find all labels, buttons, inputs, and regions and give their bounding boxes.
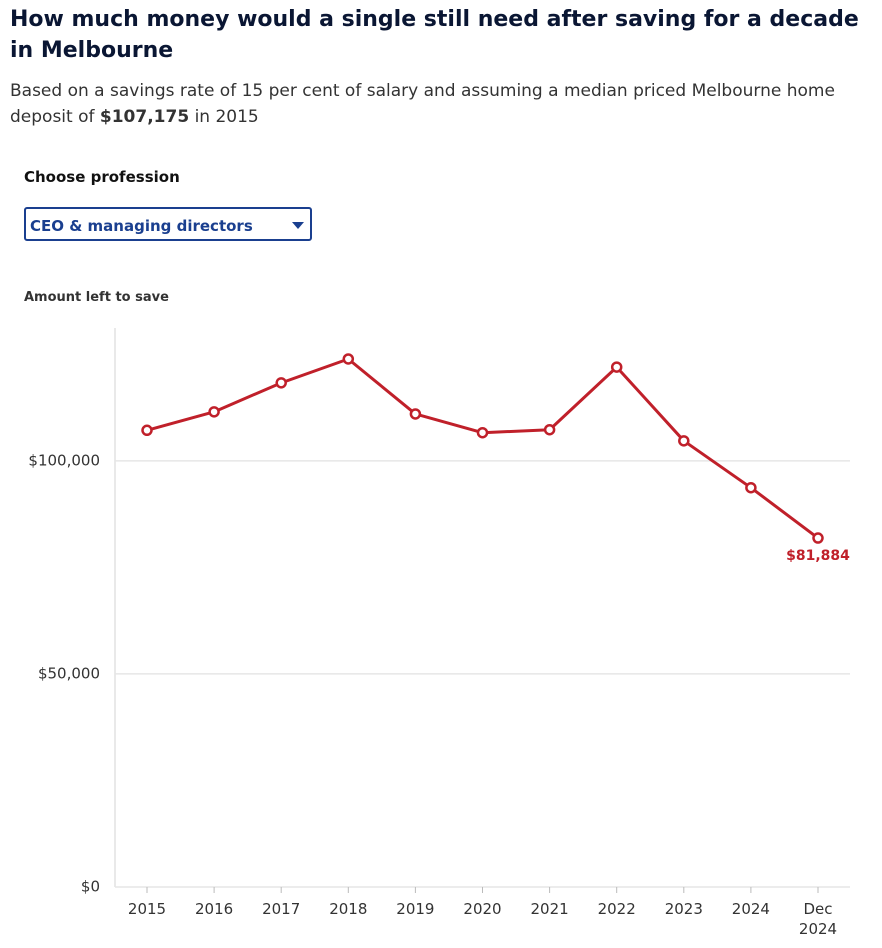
data-line bbox=[146, 357, 819, 540]
dropdown-label: Choose profession bbox=[24, 168, 180, 186]
data-point bbox=[678, 435, 690, 447]
x-tick-label: 2024 bbox=[731, 900, 770, 918]
data-point bbox=[342, 353, 355, 365]
dropdown-arrow[interactable] bbox=[292, 222, 304, 229]
data-point bbox=[409, 408, 422, 420]
data-point bbox=[745, 481, 757, 494]
dropdown-value[interactable]: CEO & managing directors bbox=[30, 217, 253, 235]
title: How much money would a single still need… bbox=[10, 7, 859, 63]
subtitle-amount: $107,175 bbox=[99, 107, 190, 127]
x-tick-label: 2022 bbox=[597, 900, 636, 918]
y-tick-label: $50,000 bbox=[38, 664, 100, 682]
data-point bbox=[610, 361, 623, 373]
subtitle: Based on a savings rate of 15 per cent o… bbox=[10, 78, 860, 130]
profession-dropdown[interactable]: CEO & managing directors bbox=[24, 207, 312, 241]
value-label: $81,884 bbox=[786, 548, 850, 564]
x-tick-label: 2019 bbox=[396, 900, 435, 918]
subtitle-text: Based on a savings rate of 15 per cent o… bbox=[10, 81, 835, 127]
y-tick-label: $100,000 bbox=[28, 451, 100, 469]
x-tick-label: 2018 bbox=[329, 900, 368, 918]
x-tick-label: 2015 bbox=[127, 900, 167, 918]
y-axis-label: Amount left to save bbox=[24, 290, 169, 305]
x-tick-label: 2020 bbox=[463, 900, 502, 918]
subtitle-text: in 2015 bbox=[194, 107, 259, 127]
x-tick-label: 2021 bbox=[530, 900, 569, 918]
data-point bbox=[208, 406, 220, 418]
data-point bbox=[476, 426, 489, 439]
data-point bbox=[812, 532, 824, 544]
data-point bbox=[543, 423, 556, 436]
y-tick-label: $0 bbox=[81, 878, 100, 896]
data-point bbox=[275, 377, 287, 389]
x-tick-label: 2023 bbox=[664, 900, 703, 918]
data-point bbox=[141, 424, 153, 437]
x-tick-label: 2017 bbox=[262, 900, 301, 918]
x-tick-label: 2016 bbox=[195, 900, 234, 918]
x-tick-label: Dec 2024 bbox=[798, 900, 838, 938]
